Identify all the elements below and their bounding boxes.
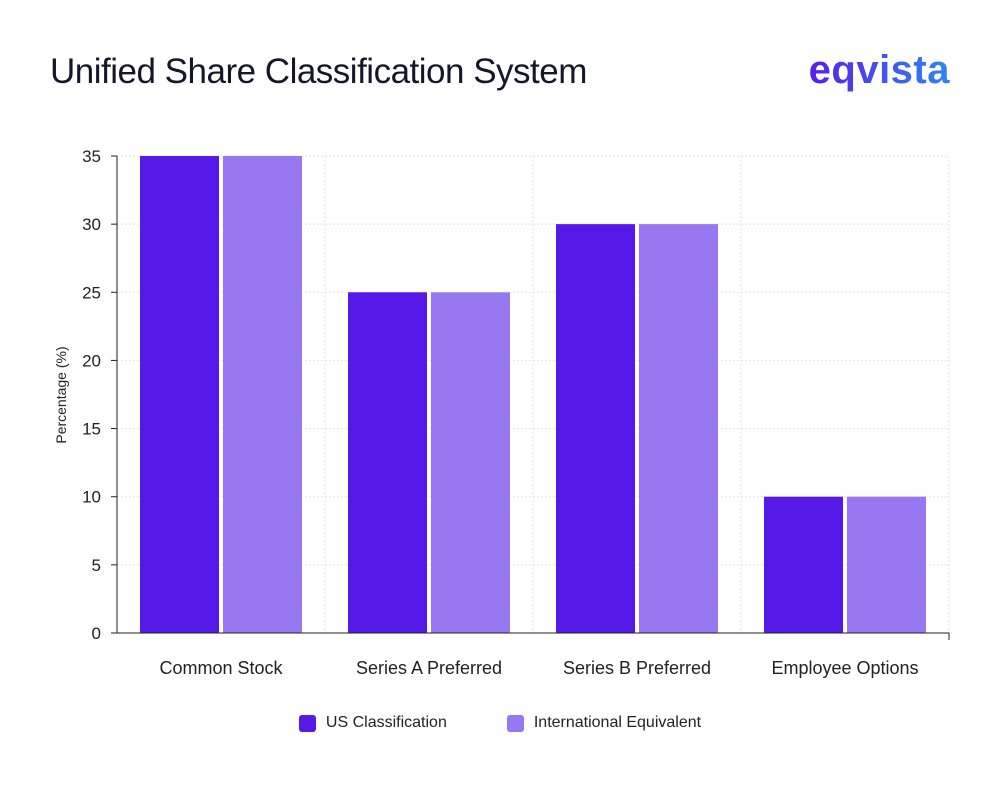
x-category-label: Series B Preferred xyxy=(563,658,711,678)
y-axis-title: Percentage (%) xyxy=(53,346,69,443)
bars xyxy=(140,156,926,633)
legend-swatch xyxy=(506,714,524,732)
chart-title: Unified Share Classification System xyxy=(50,52,587,91)
bar-intl-employee-options xyxy=(847,496,926,633)
y-tick-labels: 0 5 10 15 20 25 30 35 xyxy=(82,147,101,643)
bar-intl-common-stock xyxy=(223,156,302,633)
y-tick-label: 10 xyxy=(82,488,101,507)
bar-us-employee-options xyxy=(764,496,843,633)
axes xyxy=(111,155,950,640)
x-category-label: Employee Options xyxy=(771,658,918,678)
bar-us-series-b-preferred xyxy=(556,224,635,633)
y-tick-label: 30 xyxy=(82,215,101,234)
eqvista-logo: eqvista xyxy=(809,48,950,93)
y-tick-label: 15 xyxy=(82,420,101,439)
legend-item: International Equivalent xyxy=(506,714,702,732)
logo-text: eqvista xyxy=(808,48,950,92)
y-tick-label: 20 xyxy=(82,351,101,370)
bar-us-series-a-preferred xyxy=(348,292,427,633)
bar-chart: 0 5 10 15 20 25 30 35 Common Stock Series A Pref… xyxy=(53,147,950,678)
x-category-label: Common Stock xyxy=(159,658,283,678)
bar-intl-series-a-preferred xyxy=(431,292,510,633)
bar-intl-series-b-preferred xyxy=(639,224,718,633)
legend-item: US Classification xyxy=(298,714,447,732)
y-tick-label: 25 xyxy=(82,283,101,302)
y-tick-label: 5 xyxy=(92,556,101,575)
y-tick-label: 0 xyxy=(92,624,101,643)
legend: US Classification International Equivalen… xyxy=(0,714,1000,732)
x-category-label: Series A Preferred xyxy=(356,658,502,678)
bar-us-common-stock xyxy=(140,156,219,633)
legend-label: US Classification xyxy=(325,714,447,731)
legend-label: International Equivalent xyxy=(533,714,702,731)
legend-swatch xyxy=(298,714,316,732)
y-tick-label: 35 xyxy=(82,147,101,166)
x-category-labels: Common Stock Series A Preferred Series B P… xyxy=(159,658,918,678)
